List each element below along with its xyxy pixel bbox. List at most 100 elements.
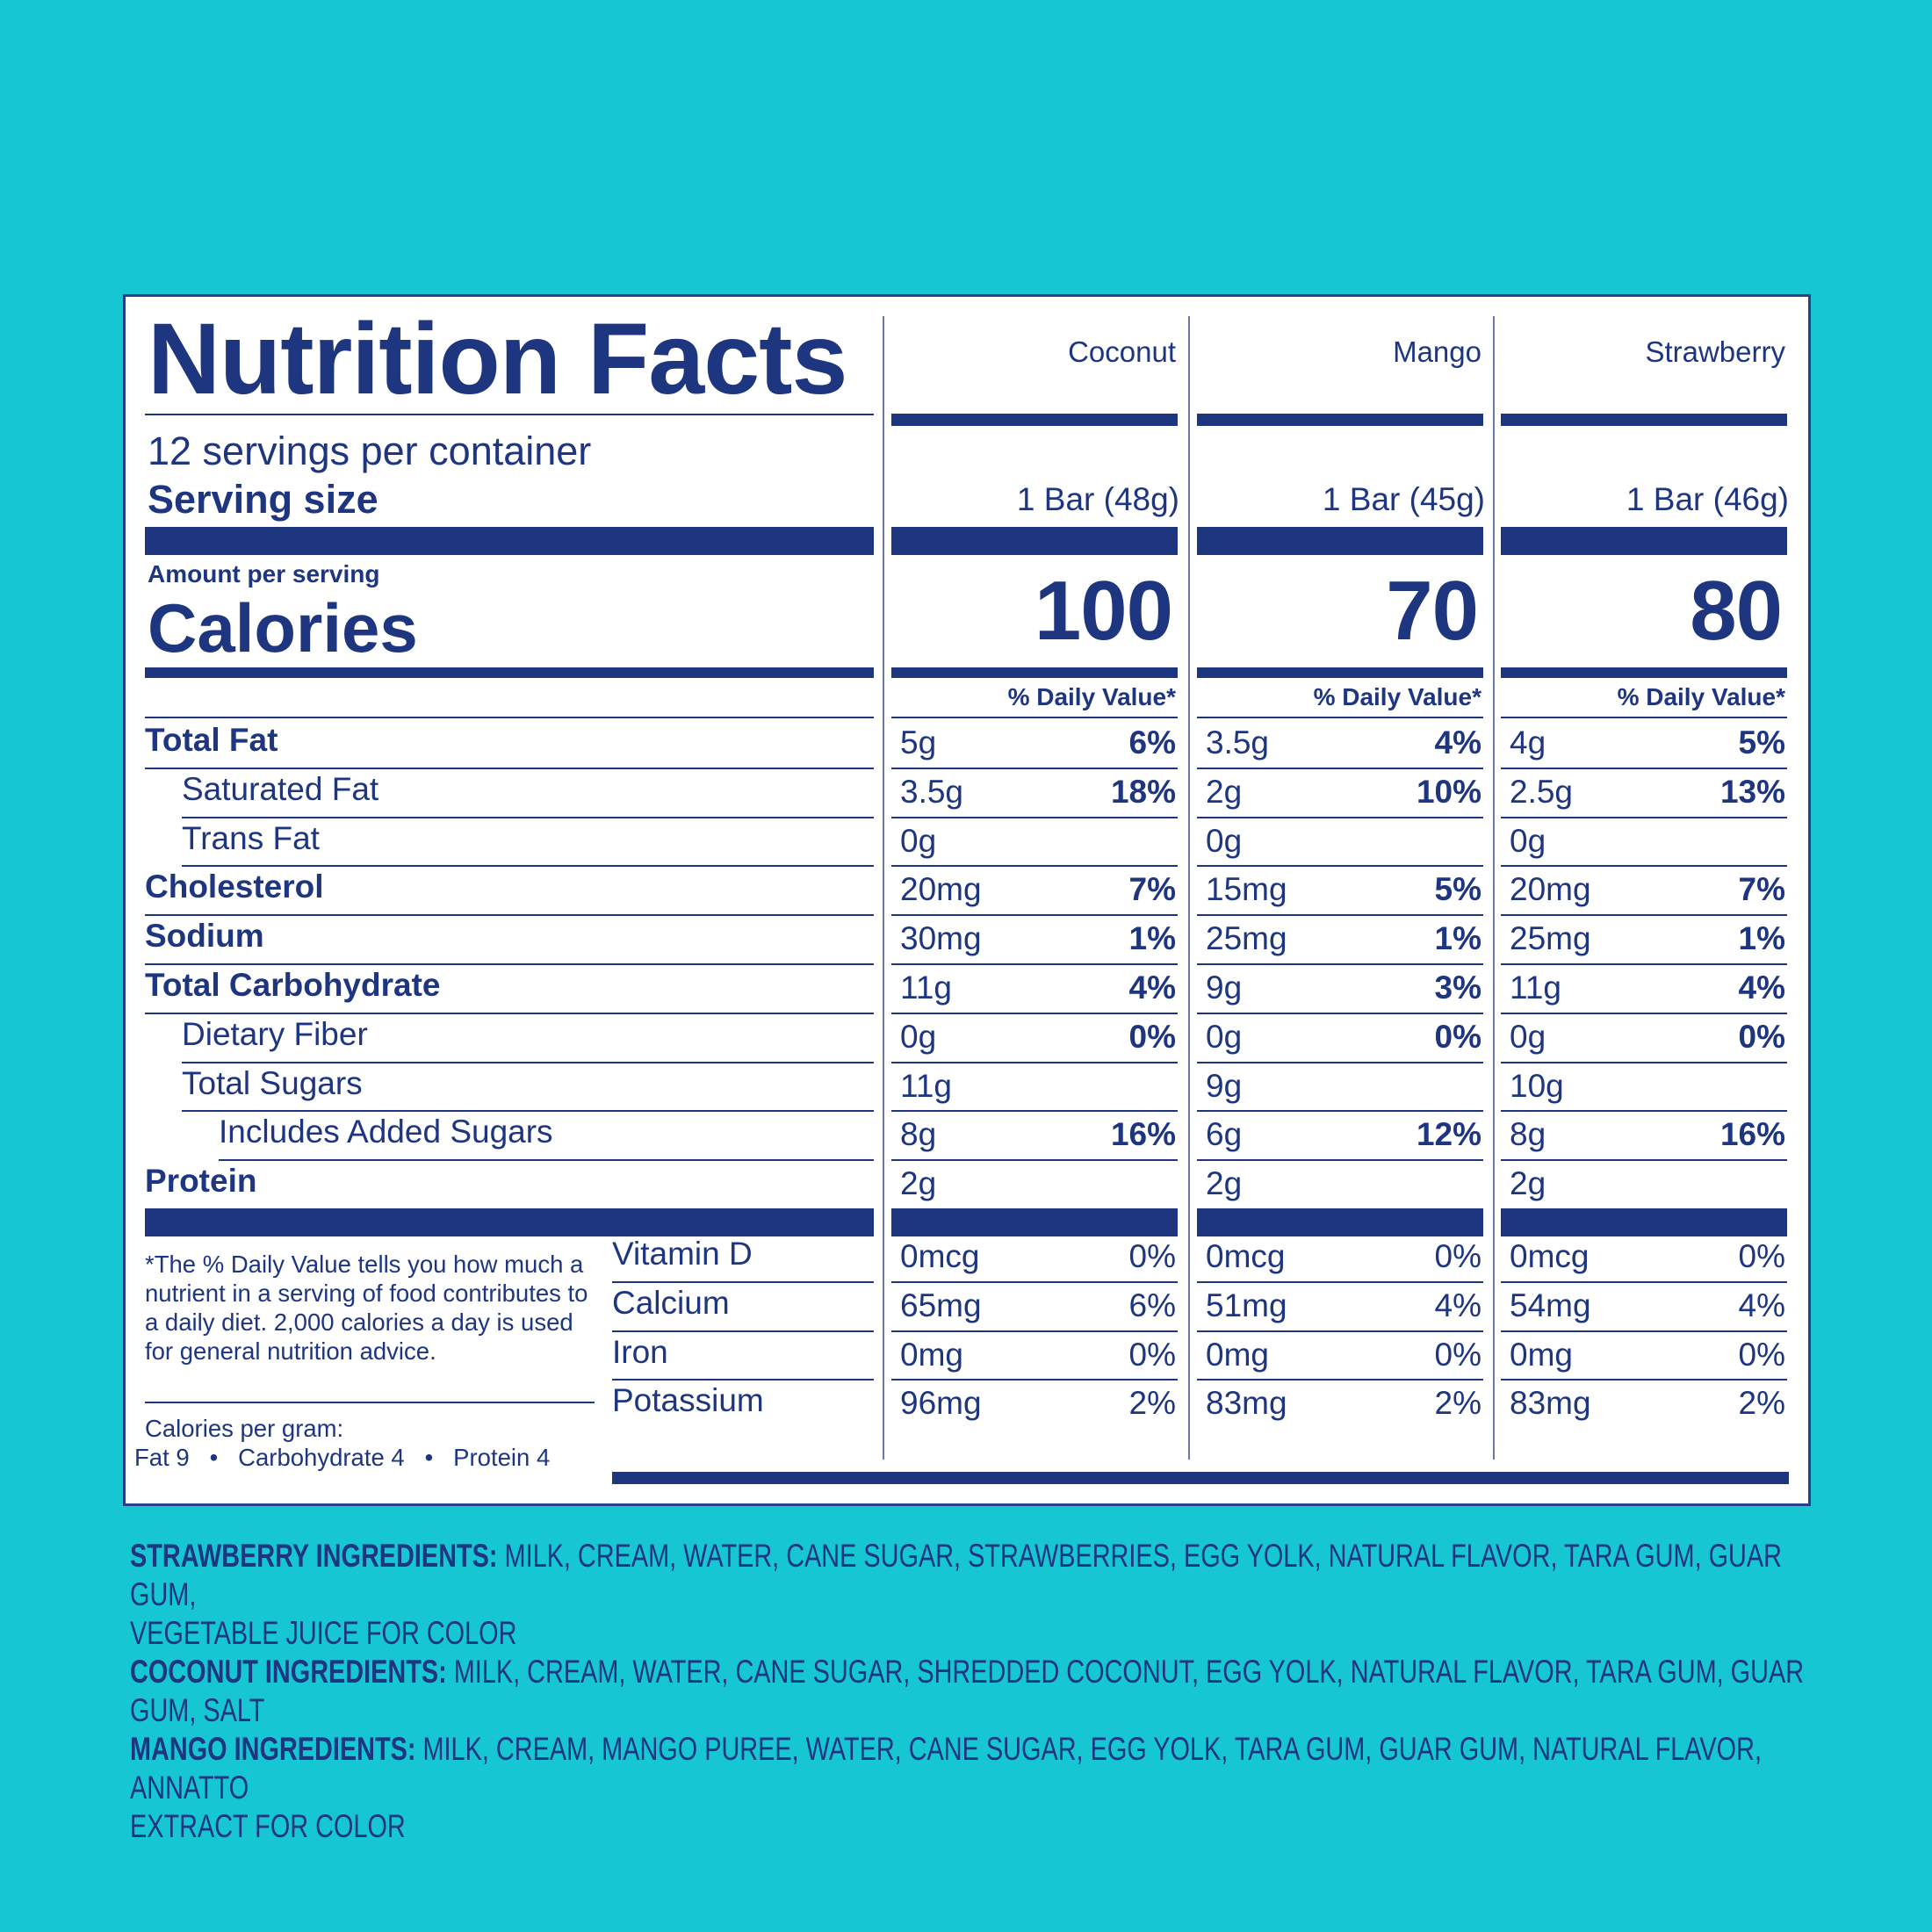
vitamin-amount: 83mg [1510, 1385, 1591, 1422]
nutrient-daily-value: 16% [1719, 1116, 1785, 1153]
nutrient-amount: 9g [1206, 970, 1243, 1006]
row-rule [1501, 1110, 1787, 1113]
nutrient-amount: 2g [1206, 1165, 1243, 1202]
nutrient-daily-value: 0% [1434, 1018, 1481, 1055]
row-rule [1501, 1280, 1787, 1283]
calories-value: 80 [1690, 564, 1783, 658]
nutrient-label: Includes Added Sugars [219, 1114, 553, 1150]
row-rule [891, 1012, 1178, 1014]
serving-size-value: 1 Bar (45g) [1322, 481, 1485, 517]
daily-value-rule [891, 717, 1178, 718]
nutrient-daily-value: 16% [1110, 1116, 1176, 1153]
row-rule [1501, 1012, 1787, 1014]
row-rule [612, 1379, 874, 1381]
vitamin-amount: 0mcg [900, 1238, 980, 1274]
nutrient-amount: 8g [900, 1116, 937, 1153]
vitamin-amount: 51mg [1206, 1287, 1287, 1323]
ingredients-section: STRAWBERRY INGREDIENTS: MILK, CREAM, WAT… [130, 1537, 1842, 1846]
nutrient-label: Total Sugars [182, 1064, 363, 1101]
vitamin-label: Potassium [612, 1382, 764, 1419]
row-rule [145, 963, 874, 965]
nutrient-amount: 3.5g [1206, 724, 1270, 761]
row-rule [891, 1061, 1178, 1063]
vitamin-daily-value: 0% [1738, 1336, 1785, 1373]
nutrient-daily-value: 4% [1434, 724, 1481, 761]
vitamin-amount: 0mg [1206, 1336, 1269, 1373]
serving-size-label: Serving size [148, 477, 378, 522]
vitamin-bottom-bar [612, 1472, 1789, 1484]
nutrient-daily-value: 7% [1738, 871, 1785, 908]
nutrient-amount: 0g [900, 822, 937, 859]
nutrient-daily-value: 12% [1416, 1116, 1481, 1153]
calories-per-gram-label: Calories per gram: [145, 1415, 344, 1442]
serving-size-value: 1 Bar (48g) [1016, 481, 1179, 517]
title-rule [145, 414, 874, 415]
calories-bar [891, 667, 1178, 678]
row-rule [891, 963, 1178, 965]
nutrient-daily-value: 18% [1110, 773, 1176, 810]
daily-value-rule [145, 717, 874, 718]
nutrient-amount: 8g [1510, 1116, 1546, 1153]
vitamin-top-bar [891, 1208, 1178, 1236]
row-rule [1197, 865, 1483, 868]
vitamin-amount: 0mg [900, 1336, 963, 1373]
nutrient-daily-value: 0% [1738, 1018, 1785, 1055]
nutrient-label: Sodium [145, 918, 264, 955]
vitamin-daily-value: 2% [1738, 1385, 1785, 1422]
row-rule [891, 1280, 1178, 1283]
nutrient-amount: 0g [1510, 822, 1546, 859]
row-rule [1197, 1330, 1483, 1332]
calories-per-gram-values: Fat 9 • Carbohydrate 4 • Protein 4 [134, 1444, 551, 1471]
vitamin-amount: 0mcg [1206, 1238, 1286, 1274]
nutrient-daily-value: 4% [1128, 970, 1176, 1006]
row-rule [891, 1110, 1178, 1113]
ingredients-text: MILK, CREAM, WATER, CANE SUGAR, STRAWBER… [130, 1538, 1782, 1612]
row-rule [1197, 816, 1483, 818]
nutrient-daily-value: 10% [1416, 773, 1481, 810]
ingredients-line: MANGO INGREDIENTS: MILK, CREAM, MANGO PU… [130, 1730, 1842, 1807]
ingredients-heading: MANGO INGREDIENTS: [130, 1731, 416, 1767]
column-divider [1493, 316, 1495, 1460]
ingredients-text: MILK, CREAM, WATER, CANE SUGAR, SHREDDED… [130, 1654, 1805, 1728]
vitamin-amount: 96mg [900, 1385, 982, 1422]
column-divider [883, 316, 884, 1460]
column-header-bar [891, 414, 1178, 426]
vitamin-amount: 54mg [1510, 1287, 1591, 1323]
nutrient-amount: 11g [1510, 970, 1561, 1006]
vitamin-label: Vitamin D [612, 1236, 753, 1272]
nutrient-amount: 0g [1510, 1018, 1546, 1055]
nutrient-amount: 5g [900, 724, 937, 761]
nutrient-amount: 2g [1206, 773, 1243, 810]
nutrient-label: Protein [145, 1163, 257, 1200]
footnote-rule [145, 1402, 595, 1403]
nutrient-daily-value: 13% [1719, 773, 1785, 810]
nutrient-amount: 3.5g [900, 773, 964, 810]
row-rule [612, 1330, 874, 1332]
column-header-coconut: Coconut [1068, 335, 1176, 368]
column-header-bar [1197, 414, 1483, 426]
nutrient-amount: 30mg [900, 920, 982, 957]
calories-bar [1197, 667, 1483, 678]
row-rule [145, 767, 874, 769]
vitamin-daily-value: 4% [1434, 1287, 1481, 1323]
vitamin-top-bar [1197, 1208, 1483, 1236]
servings-per-container: 12 servings per container [148, 429, 592, 473]
ingredients-text: MILK, CREAM, MANGO PUREE, WATER, CANE SU… [130, 1731, 1762, 1806]
ingredients-heading: STRAWBERRY INGREDIENTS: [130, 1538, 498, 1574]
daily-value-footnote: *The % Daily Value tells you how much a … [145, 1251, 588, 1365]
nutrient-amount: 0g [1206, 822, 1243, 859]
row-rule [1197, 963, 1483, 965]
nutrient-daily-value: 1% [1128, 920, 1176, 957]
row-rule [1197, 1280, 1483, 1283]
row-rule [145, 914, 874, 917]
vitamin-amount: 65mg [900, 1287, 982, 1323]
row-rule [182, 1110, 874, 1113]
row-rule [1501, 1061, 1787, 1063]
ingredients-line: COCONUT INGREDIENTS: MILK, CREAM, WATER,… [130, 1653, 1842, 1730]
serving-size-bar [891, 527, 1178, 555]
vitamin-daily-value: 0% [1128, 1336, 1176, 1373]
daily-value-rule [1501, 717, 1787, 718]
vitamin-amount: 0mcg [1510, 1238, 1590, 1274]
column-header-strawberry: Strawberry [1645, 335, 1785, 368]
calories-bar [1501, 667, 1787, 678]
